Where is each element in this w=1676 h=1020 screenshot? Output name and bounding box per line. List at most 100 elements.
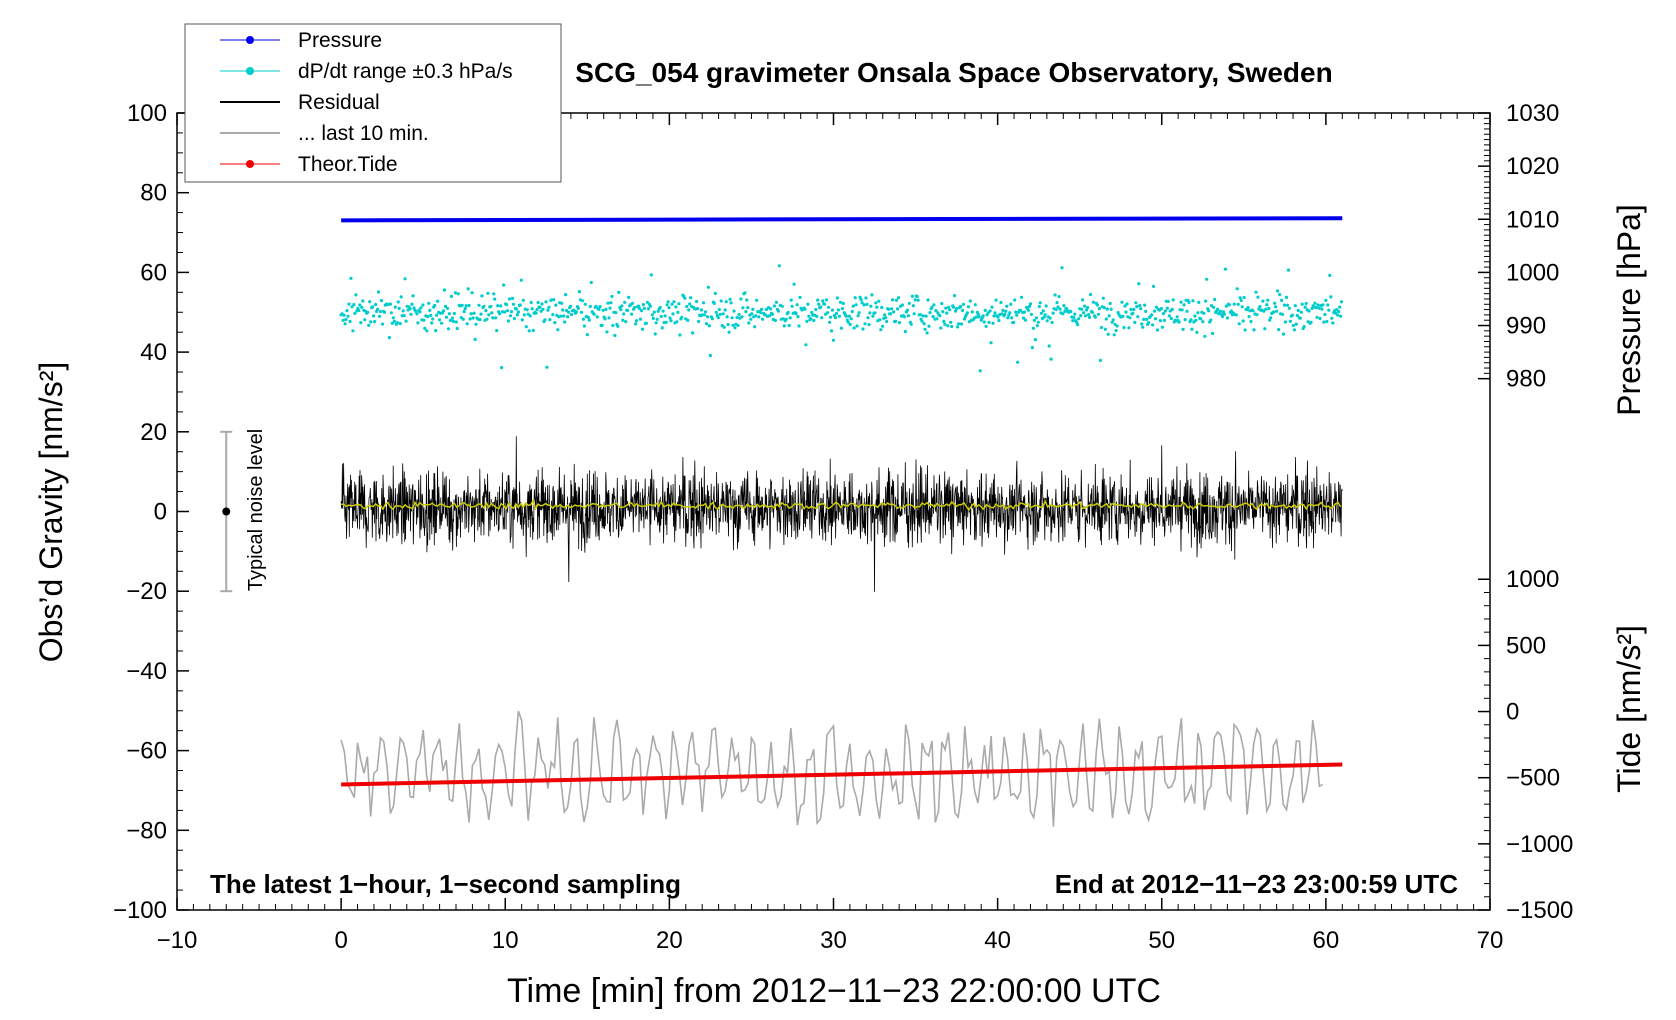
dpdt-point — [723, 308, 727, 312]
dpdt-point — [1249, 319, 1253, 324]
dpdt-point — [1255, 313, 1259, 317]
dpdt-point — [655, 317, 659, 321]
dpdt-point — [957, 322, 961, 326]
dpdt-point — [1252, 328, 1256, 332]
dpdt-point — [1212, 305, 1216, 309]
dpdt-point — [606, 301, 610, 305]
x-tick-label: 60 — [1313, 927, 1340, 954]
dpdt-point — [1185, 309, 1189, 313]
dpdt-point — [747, 321, 751, 325]
dpdt-point — [1237, 322, 1241, 326]
dpdt-point — [803, 307, 807, 311]
y-tick-label: 20 — [140, 419, 167, 446]
dpdt-point — [956, 325, 960, 329]
dpdt-point — [1060, 266, 1064, 270]
dpdt-point — [353, 311, 357, 315]
dpdt-point — [940, 302, 944, 306]
dpdt-point — [1269, 316, 1273, 320]
dpdt-point — [636, 304, 641, 308]
dpdt-point — [678, 333, 682, 337]
dpdt-point — [1195, 330, 1199, 334]
dpdt-point — [878, 318, 882, 322]
dpdt-point — [462, 309, 466, 314]
dpdt-point — [671, 312, 675, 316]
dpdt-point — [576, 306, 581, 310]
dpdt-point — [594, 304, 598, 308]
dpdt-point — [482, 304, 486, 308]
dpdt-point — [556, 328, 560, 332]
dpdt-point — [820, 316, 824, 320]
dpdt-point — [757, 315, 761, 319]
dpdt-point — [853, 296, 857, 300]
dpdt-point — [1122, 326, 1126, 330]
dpdt-point — [1152, 309, 1157, 313]
dpdt-point — [464, 304, 468, 308]
dpdt-point — [374, 302, 378, 307]
dpdt-point — [826, 311, 830, 315]
y-tick-label: −20 — [126, 578, 167, 605]
dpdt-point — [944, 306, 948, 310]
dpdt-point — [408, 307, 412, 311]
dpdt-point — [1340, 300, 1344, 304]
y-axis-label-tide: Tide [nm/s²] — [1611, 625, 1647, 793]
dpdt-point — [954, 309, 958, 313]
dpdt-point — [927, 324, 931, 328]
legend-label: Residual — [298, 91, 380, 114]
dpdt-point — [660, 326, 664, 330]
dpdt-point — [1193, 314, 1197, 318]
dpdt-point — [702, 313, 707, 317]
dpdt-point — [581, 317, 586, 321]
dpdt-point — [1251, 309, 1255, 313]
dpdt-point — [1165, 306, 1169, 310]
dpdt-point — [1323, 312, 1327, 317]
dpdt-point — [926, 298, 930, 302]
dpdt-point — [1010, 316, 1014, 320]
dpdt-point — [611, 323, 615, 328]
dpdt-point — [486, 291, 490, 295]
dpdt-point — [608, 306, 612, 310]
dpdt-point — [739, 297, 743, 301]
dpdt-point — [792, 282, 796, 286]
dpdt-point — [885, 319, 889, 324]
dpdt-point — [953, 294, 957, 298]
dpdt-point — [1276, 289, 1280, 293]
dpdt-point — [1155, 328, 1160, 332]
dpdt-point — [773, 318, 778, 323]
dpdt-point — [1325, 319, 1329, 324]
dpdt-point — [928, 311, 932, 315]
dpdt-point — [1261, 299, 1265, 303]
dpdt-point — [391, 316, 395, 320]
dpdt-point — [1336, 313, 1340, 317]
dpdt-point — [1175, 315, 1179, 319]
dpdt-point — [1318, 316, 1322, 321]
dpdt-point — [1088, 292, 1093, 297]
dpdt-point — [1044, 304, 1048, 308]
dpdt-point — [397, 306, 401, 310]
dpdt-point — [1086, 306, 1090, 310]
dpdt-point — [492, 292, 496, 296]
y-axis-label-pressure: Pressure [hPa] — [1611, 204, 1647, 416]
dpdt-point — [689, 296, 693, 300]
y-tick-label: −100 — [113, 897, 167, 924]
dpdt-point — [496, 304, 500, 308]
dpdt-point — [916, 298, 920, 302]
dpdt-point — [409, 312, 413, 316]
dpdt-point — [887, 307, 891, 311]
dpdt-point — [670, 302, 674, 306]
legend-swatch-dot — [246, 67, 254, 75]
dpdt-point — [520, 318, 524, 322]
dpdt-point — [966, 305, 971, 309]
dpdt-point — [1031, 326, 1035, 330]
dpdt-point — [870, 293, 874, 297]
dpdt-point — [1170, 307, 1174, 311]
dpdt-point — [548, 318, 552, 322]
dpdt-point — [1322, 320, 1326, 324]
dpdt-point — [796, 315, 800, 319]
dpdt-point — [1285, 303, 1290, 307]
pressure-series-line — [341, 216, 1343, 223]
dpdt-point — [744, 310, 748, 314]
dpdt-point — [881, 324, 885, 328]
dpdt-point — [857, 311, 861, 315]
dpdt-point — [352, 303, 356, 307]
dpdt-point — [659, 314, 663, 319]
